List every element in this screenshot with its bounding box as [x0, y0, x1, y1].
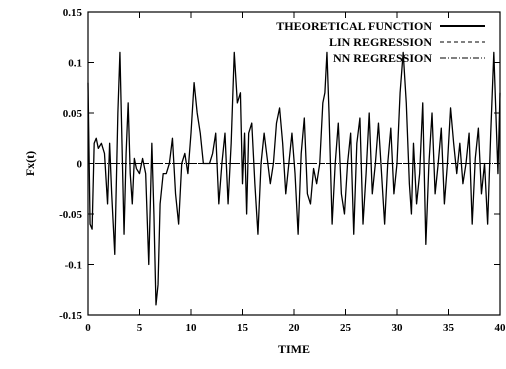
legend-label: THEORETICAL FUNCTION [276, 19, 432, 33]
x-tick-label: 5 [137, 322, 143, 334]
legend-label: NN REGRESSION [333, 51, 432, 65]
axis-ticks: 0 5 10 15 20 25 30 35 40 0.15 0.1 0.05 0 -0.05 -0.1 -0.… [59, 7, 506, 334]
y-tick-label: 0.1 [68, 58, 82, 70]
x-tick-label: 0 [85, 322, 91, 334]
y-tick-label: 0.05 [63, 108, 83, 120]
legend-label: LIN REGRESSION [329, 35, 432, 49]
y-tick-label: 0.15 [63, 7, 83, 19]
y-tick-label: 0 [77, 159, 83, 171]
series-lines [87, 51, 501, 306]
legend: THEORETICAL FUNCTION LIN REGRESSION NN REG… [276, 19, 485, 65]
x-tick-label: 25 [340, 322, 352, 334]
series-line-theoretical-function [87, 51, 501, 306]
x-axis-label: TIME [278, 342, 310, 356]
x-tick-label: 15 [237, 322, 249, 334]
x-tick-label: 35 [443, 322, 455, 334]
x-tick-label: 10 [186, 322, 198, 334]
y-tick-label: -0.05 [59, 209, 82, 221]
x-tick-label: 30 [392, 322, 404, 334]
y-axis-label: Fx(t) [23, 151, 37, 176]
x-tick-label: 20 [289, 322, 301, 334]
x-tick-label: 40 [495, 322, 506, 334]
y-tick-label: -0.1 [65, 260, 82, 272]
y-tick-label: -0.15 [59, 310, 82, 322]
